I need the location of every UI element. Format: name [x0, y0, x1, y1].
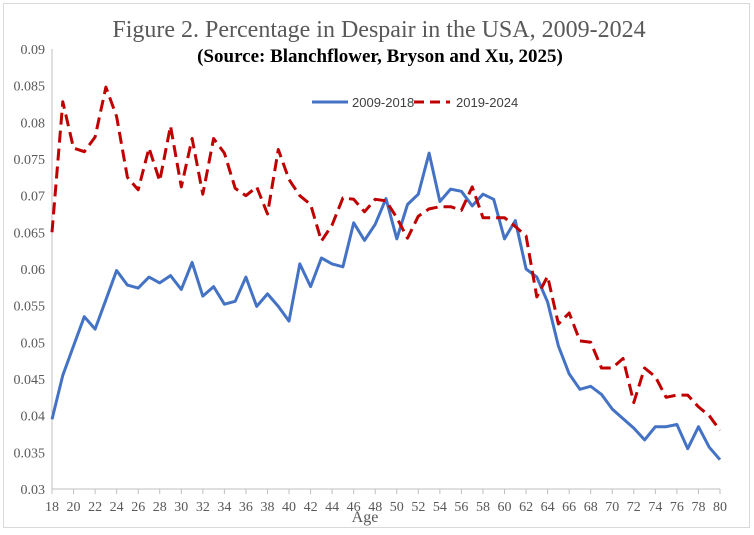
x-tick-label: 38	[260, 500, 274, 515]
series-layer	[50, 85, 722, 461]
x-tick-label: 62	[519, 500, 533, 515]
x-tick-label: 18	[45, 500, 59, 515]
x-tick-label: 46	[347, 500, 361, 515]
legend: 2009-2018 2019-2024	[312, 95, 518, 110]
y-tick-label: 0.075	[14, 153, 46, 168]
chart-svg: Figure 2. Percentage in Despair in the U…	[14, 17, 728, 526]
x-tick-label: 72	[627, 500, 641, 515]
x-axis-label: Age	[352, 509, 379, 526]
x-tick-label: 58	[476, 500, 490, 515]
x-tick-label: 54	[433, 500, 447, 515]
y-tick-label: 0.035	[14, 446, 46, 461]
x-tick-label: 80	[713, 500, 727, 515]
x-tick-label: 78	[691, 500, 705, 515]
x-tick-label: 22	[88, 500, 102, 515]
chart-frame: Figure 2. Percentage in Despair in the U…	[3, 3, 750, 528]
y-tick-label: 0.04	[21, 410, 46, 425]
y-tick-label: 0.045	[14, 373, 46, 388]
x-tick-label: 76	[670, 500, 684, 515]
x-tick-label: 60	[498, 500, 512, 515]
legend-label: 2019-2024	[456, 95, 518, 110]
x-tick-label: 70	[605, 500, 619, 515]
x-tick-label: 44	[325, 500, 339, 515]
x-tick-label: 32	[196, 500, 210, 515]
series-line-2009-2018	[50, 151, 722, 461]
x-tick-label: 26	[131, 500, 145, 515]
y-axis: 0.03 0.035 0.04 0.045 0.05 0.055 0.06 0.065 0.07…	[14, 43, 53, 498]
x-tick-label: 56	[454, 500, 468, 515]
x-tick-label: 20	[67, 500, 81, 515]
y-tick-label: 0.085	[14, 80, 46, 95]
x-tick-label: 34	[217, 500, 231, 515]
y-tick-label: 0.055	[14, 300, 46, 315]
x-tick-label: 30	[174, 500, 188, 515]
y-tick-label: 0.03	[21, 483, 46, 498]
x-tick-label: 40	[282, 500, 296, 515]
y-tick-label: 0.08	[21, 116, 46, 131]
x-tick-label: 64	[541, 500, 555, 515]
x-tick-label: 52	[411, 500, 425, 515]
series-line-2019-2024	[50, 85, 722, 432]
x-tick-label: 66	[562, 500, 576, 515]
x-tick-label: 74	[648, 500, 662, 515]
x-tick-label: 42	[304, 500, 318, 515]
y-tick-label: 0.09	[21, 43, 46, 58]
x-tick-label: 68	[584, 500, 598, 515]
y-tick-label: 0.07	[21, 190, 46, 205]
chart-subtitle: (Source: Blanchflower, Bryson and Xu, 20…	[197, 46, 563, 67]
x-axis: 18 20 22 24 26 28 30 32 34 36 38 40 42 44 46 48 50 52 54 56…	[45, 488, 727, 515]
x-tick-label: 36	[239, 500, 253, 515]
x-tick-label: 48	[368, 500, 382, 515]
legend-label: 2009-2018	[352, 95, 414, 110]
x-tick-label: 24	[110, 500, 124, 515]
x-tick-label: 28	[153, 500, 167, 515]
y-tick-label: 0.06	[21, 263, 46, 278]
y-tick-label: 0.05	[21, 336, 46, 351]
y-tick-label: 0.065	[14, 226, 46, 241]
x-tick-label: 50	[390, 500, 404, 515]
chart-title: Figure 2. Percentage in Despair in the U…	[112, 17, 645, 43]
